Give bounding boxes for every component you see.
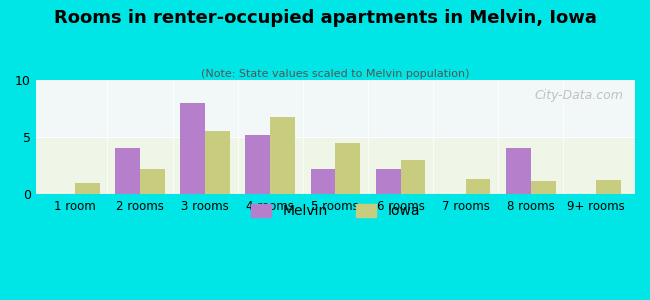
Bar [36,137,635,194]
Bar [205,131,230,194]
Bar [140,169,164,194]
Text: Rooms in renter-occupied apartments in Melvin, Iowa: Rooms in renter-occupied apartments in M… [53,9,597,27]
Legend: Melvin, Iowa: Melvin, Iowa [245,199,426,224]
Bar [376,169,400,194]
Bar [246,135,270,194]
Bar [270,118,295,194]
Bar [335,142,360,194]
Bar [531,182,556,194]
Bar [75,183,99,194]
Text: City-Data.com: City-Data.com [534,89,623,102]
Bar [115,148,140,194]
Bar [465,179,490,194]
Bar [180,103,205,194]
Bar [506,148,531,194]
Bar [311,169,335,194]
Bar [596,180,621,194]
Bar [400,160,425,194]
Bar [36,80,635,137]
Title: (Note: State values scaled to Melvin population): (Note: State values scaled to Melvin pop… [201,69,469,79]
